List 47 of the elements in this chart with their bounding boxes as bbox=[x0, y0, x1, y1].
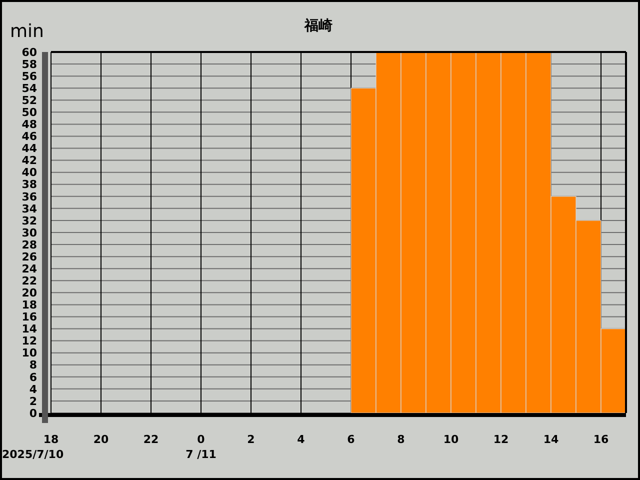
x-tick-label: 20 bbox=[93, 433, 109, 446]
y-tick-label: 4 bbox=[29, 382, 38, 396]
x-tick-label: 6 bbox=[347, 433, 356, 446]
y-tick-label: 20 bbox=[22, 286, 38, 300]
y-tick-label: 30 bbox=[22, 226, 38, 240]
y-tick-label: 38 bbox=[22, 178, 37, 192]
y-tick-label: 32 bbox=[22, 214, 37, 228]
y-tick-label: 54 bbox=[22, 82, 38, 95]
x-tick-label: 22 bbox=[143, 433, 159, 446]
x-tick-label: 16 bbox=[593, 433, 609, 446]
y-tick-label: 0 bbox=[29, 406, 38, 420]
y-tick-label: 28 bbox=[22, 238, 37, 252]
x-tick-label: 8 bbox=[397, 433, 405, 446]
y-tick-label: 46 bbox=[22, 130, 38, 144]
x-tick-label: 18 bbox=[43, 433, 59, 446]
y-tick-label: 44 bbox=[22, 142, 38, 156]
text: 2025/7/10 bbox=[2, 448, 64, 461]
y-tick-label: 8 bbox=[29, 358, 37, 372]
y-tick-label: 34 bbox=[22, 202, 38, 216]
x-tick-label: 0 bbox=[197, 433, 206, 446]
y-tick-label: 52 bbox=[22, 94, 37, 107]
y-tick-label: 22 bbox=[22, 274, 37, 288]
x-tick-label: 4 bbox=[297, 433, 306, 446]
y-tick-label: 14 bbox=[22, 322, 38, 336]
y-tick-label: 48 bbox=[22, 118, 37, 132]
y-tick-label: 18 bbox=[22, 298, 37, 312]
y-tick-label: 50 bbox=[22, 106, 38, 120]
y-tick-label: 42 bbox=[22, 154, 37, 168]
text: 7 /11 bbox=[186, 448, 216, 461]
x-tick-label: 10 bbox=[443, 433, 459, 446]
x-tick-label: 14 bbox=[543, 433, 559, 446]
y-tick-label: 16 bbox=[22, 310, 38, 324]
y-tick-label: 6 bbox=[29, 370, 38, 384]
y-tick-label: 58 bbox=[22, 58, 37, 71]
y-tick-label: 24 bbox=[22, 262, 38, 276]
y-tick-label: 10 bbox=[22, 346, 38, 360]
y-tick-label: 26 bbox=[22, 250, 38, 264]
y-tick-label: 60 bbox=[22, 46, 38, 59]
y-tick-label: 12 bbox=[22, 334, 37, 348]
y-tick-label: 36 bbox=[22, 190, 38, 204]
y-tick-label: 40 bbox=[22, 166, 38, 180]
x-tick-label: 12 bbox=[493, 433, 509, 446]
chart-title: 福崎 bbox=[304, 17, 332, 34]
y-tick-label: 2 bbox=[29, 394, 37, 408]
x-tick-label: 2 bbox=[247, 433, 255, 446]
y-tick-label: 56 bbox=[22, 70, 38, 83]
y-axis-title: min bbox=[10, 21, 44, 42]
